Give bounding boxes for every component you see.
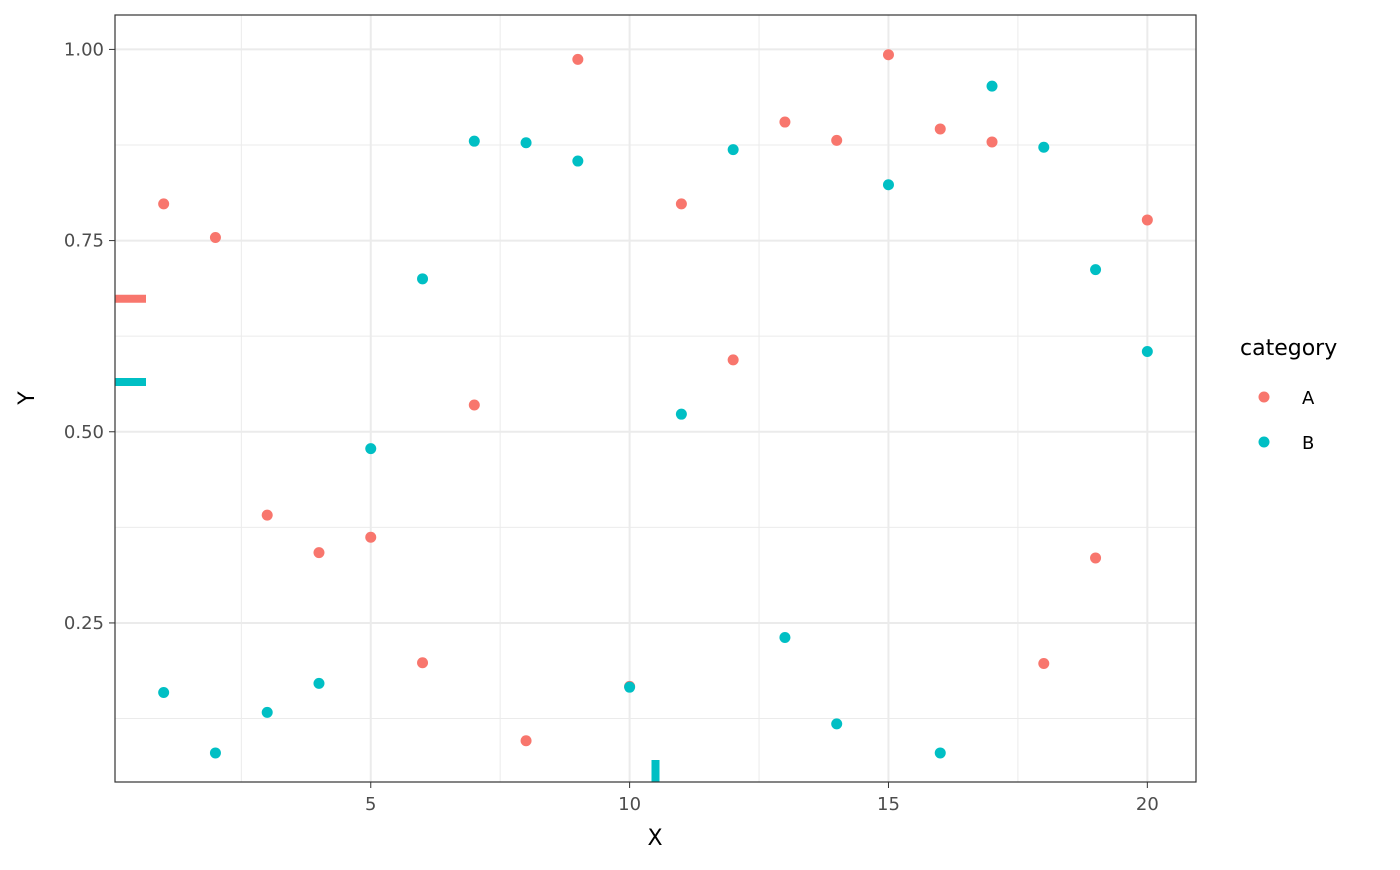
legend: category AB [1240,336,1337,454]
data-point-a [520,735,532,747]
data-point-b [779,631,791,643]
data-point-a [209,232,221,244]
x-tick-label: 10 [618,794,641,815]
legend-title: category [1240,336,1337,361]
y-tick-label: 0.25 [64,613,104,634]
plot-background [115,15,1196,782]
data-point-b [313,677,325,689]
data-point-a [727,354,739,366]
plot-panel-border [114,14,1197,783]
legend-items: AB [1258,388,1315,454]
data-point-a [468,399,480,411]
data-point-b [417,273,429,285]
data-point-a [417,657,429,669]
data-point-a [1141,214,1153,226]
x-axis-title: X [647,826,662,851]
data-point-b [158,687,170,699]
legend-label-b: B [1302,433,1314,454]
y-tick-label: 0.50 [64,422,104,443]
minor-gridlines [115,15,1196,782]
data-point-b [934,747,946,759]
data-point-b [727,144,739,156]
data-point-a [986,136,998,148]
data-point-b [1038,141,1050,153]
data-point-b [520,137,532,149]
data-point-a [1038,657,1050,669]
legend-label-a: A [1302,388,1315,409]
y-tick-label: 1.00 [64,39,104,60]
x-tick-label: 15 [877,794,900,815]
data-point-a [779,116,791,128]
data-point-a [882,49,894,61]
data-point-b [365,443,377,455]
data-point-a [1090,552,1102,564]
data-point-a [365,531,377,543]
data-point-b [986,80,998,92]
rug-marks [115,294,660,782]
data-point-a [158,198,170,210]
x-tick-label: 5 [365,794,376,815]
data-point-b [209,747,221,759]
legend-key-b [1258,436,1270,448]
data-point-b [882,179,894,191]
x-axis: 5 10 15 20 [365,782,1159,815]
data-point-b [675,408,687,420]
data-point-a [934,123,946,135]
legend-key-a [1258,391,1270,403]
data-points [158,49,1153,759]
data-point-b [1141,345,1153,357]
y-axis: 0.25 0.50 0.75 1.00 [64,39,115,634]
major-gridlines [115,15,1196,782]
data-point-a [261,509,273,521]
data-point-b [831,718,843,730]
data-point-a [675,198,687,210]
data-point-b [572,155,584,167]
data-point-a [572,53,584,65]
data-point-b [468,135,480,147]
y-tick-label: 0.75 [64,231,104,252]
data-point-b [1090,264,1102,276]
data-point-a [313,547,325,559]
y-axis-title: Y [15,391,40,406]
data-point-b [261,706,273,718]
data-point-b [624,681,636,693]
data-point-a [831,134,843,146]
x-tick-label: 20 [1136,794,1159,815]
